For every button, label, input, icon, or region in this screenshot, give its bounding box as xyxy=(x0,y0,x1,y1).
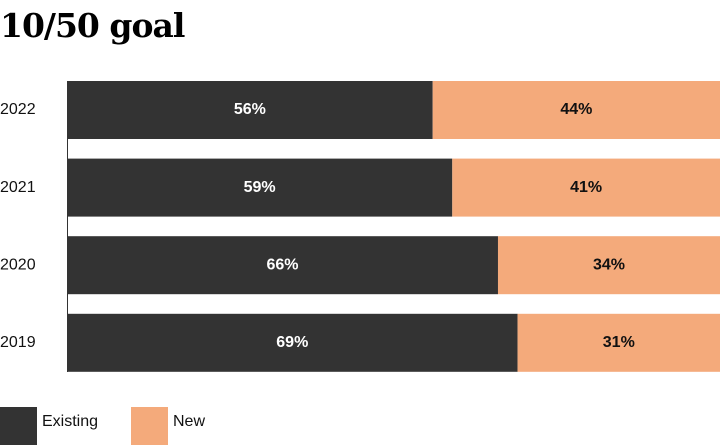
bar-segment xyxy=(432,81,720,139)
data-label: 56% xyxy=(234,101,266,118)
bar-segment xyxy=(67,81,433,139)
data-label: 44% xyxy=(560,101,592,118)
bar-segment xyxy=(67,236,498,295)
y-tick-label: 2019 xyxy=(0,334,36,351)
legend-swatch xyxy=(131,407,168,445)
data-label: 66% xyxy=(266,256,298,273)
y-tick-label: 2020 xyxy=(0,256,36,273)
bar-segment xyxy=(497,236,720,295)
bar-segment xyxy=(452,158,720,217)
legend-swatch xyxy=(0,407,37,445)
y-tick-label: 2021 xyxy=(0,179,36,196)
data-label: 31% xyxy=(603,334,635,351)
bar-segment xyxy=(67,313,518,372)
y-tick-label: 2022 xyxy=(0,101,36,118)
data-label: 59% xyxy=(244,179,276,196)
bar-segment xyxy=(67,158,453,217)
data-label: 41% xyxy=(570,179,602,196)
data-label: 34% xyxy=(593,256,625,273)
chart-title: 10/50 goal xyxy=(0,6,185,45)
legend-label: New xyxy=(173,413,205,430)
data-label: 69% xyxy=(276,334,308,351)
bar-segment xyxy=(517,313,720,372)
legend-label: Existing xyxy=(42,413,98,430)
